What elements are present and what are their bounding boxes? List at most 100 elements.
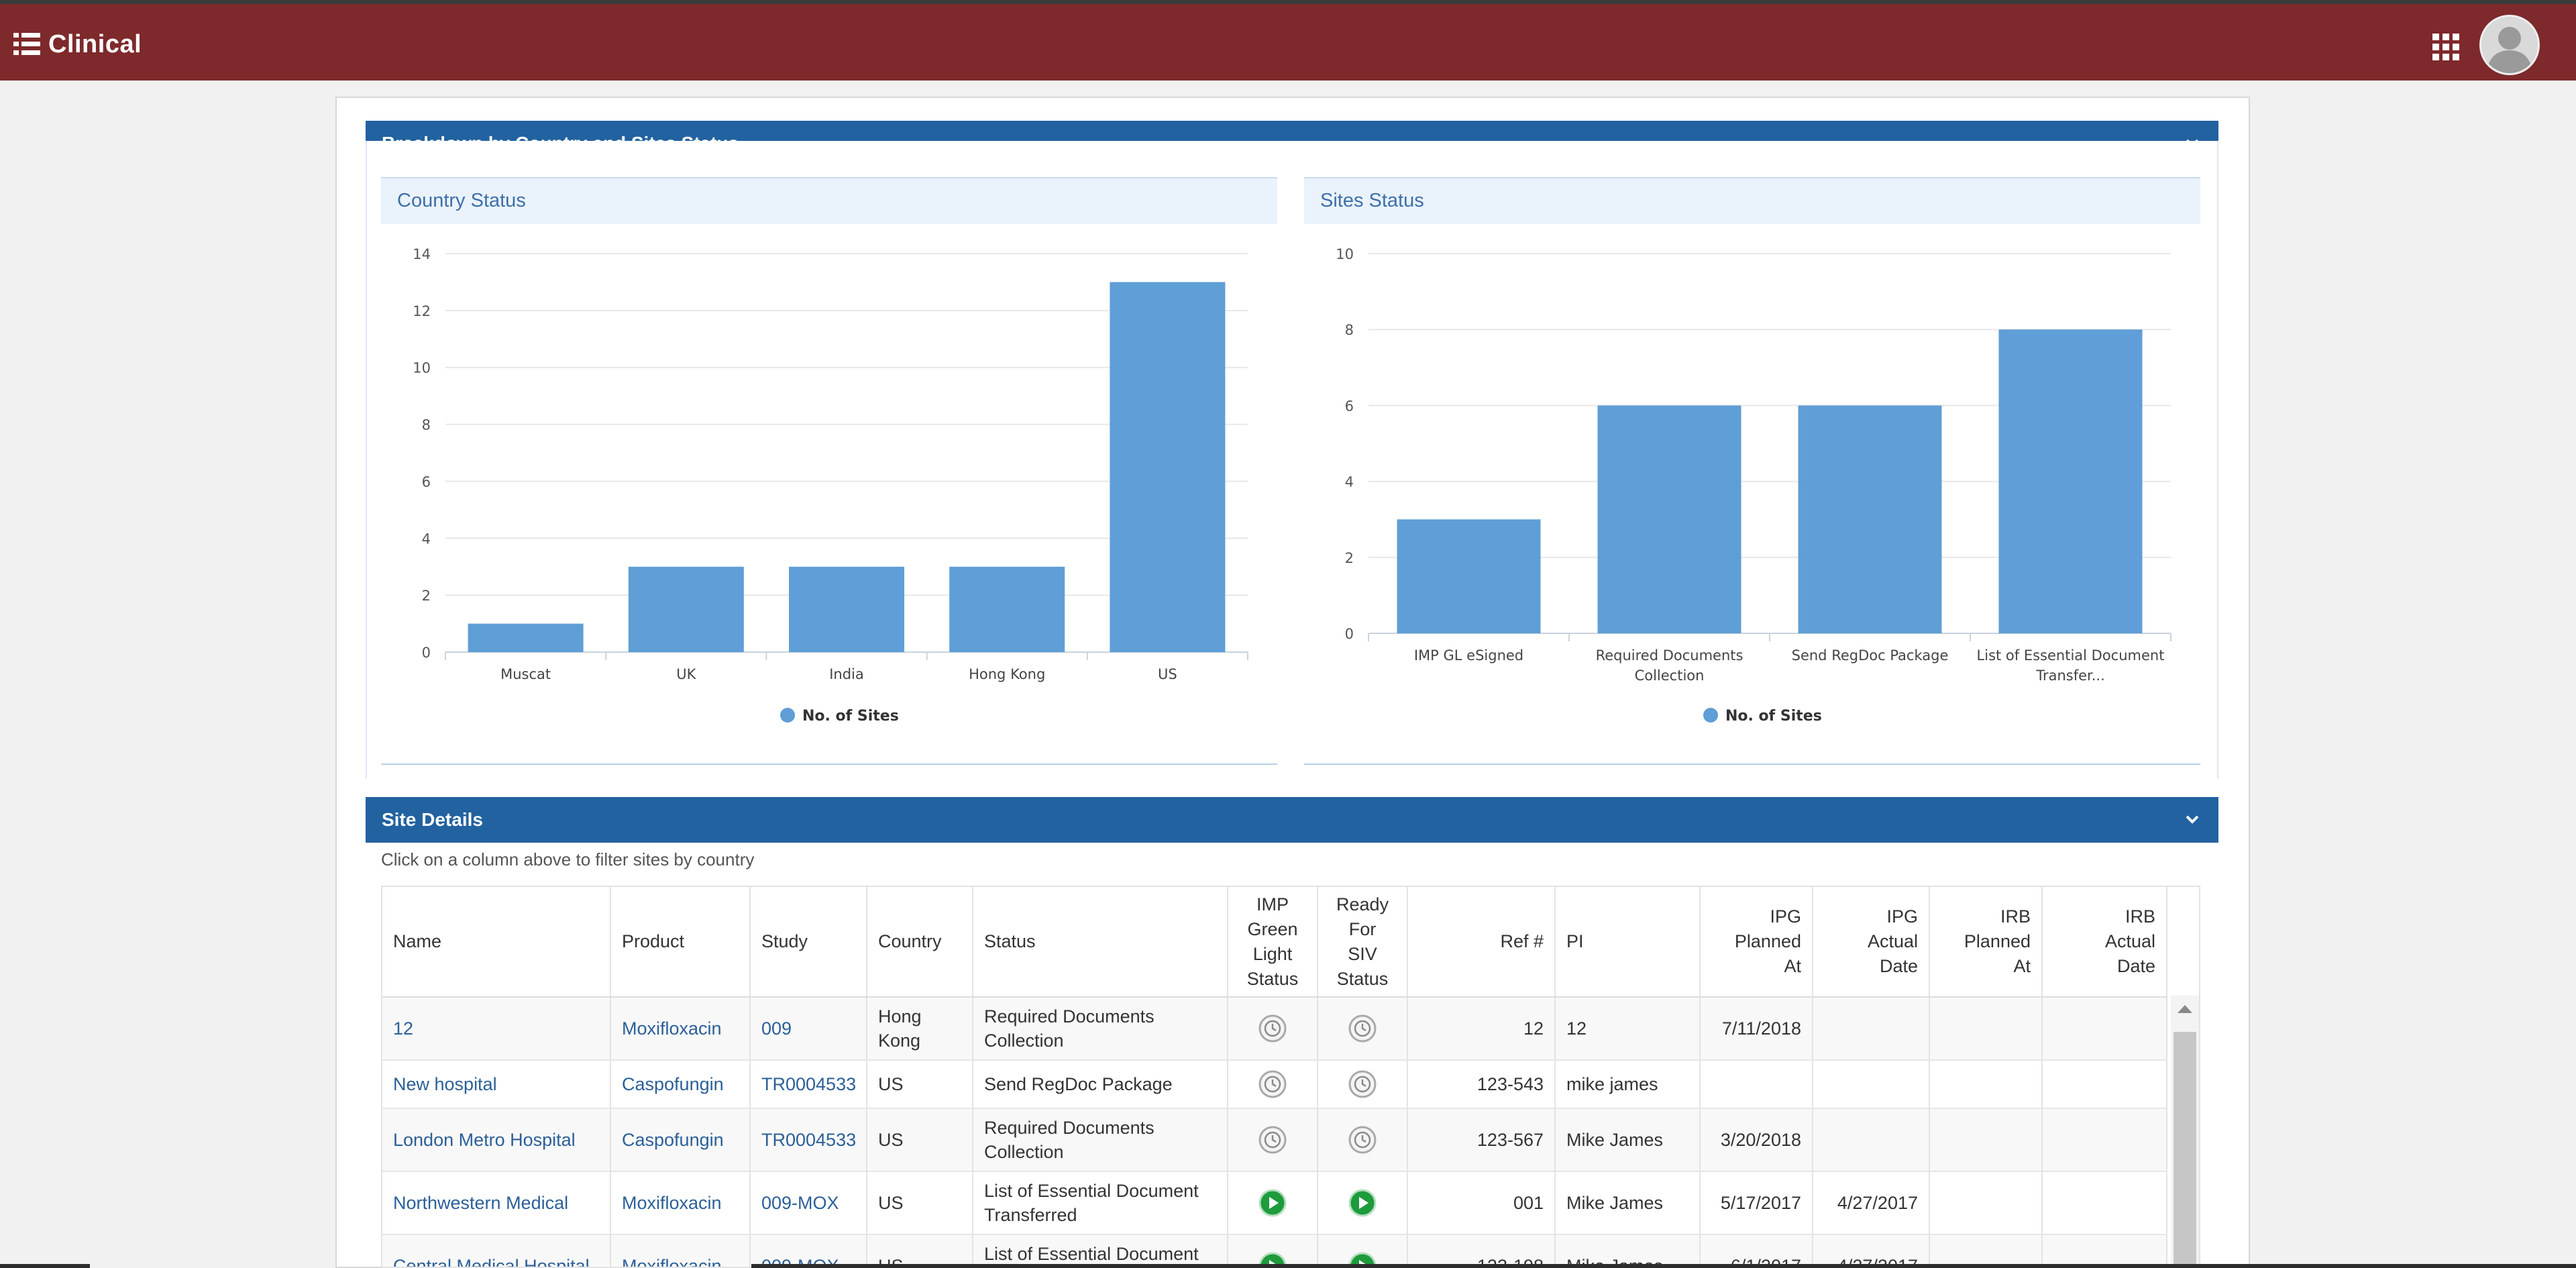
study-link[interactable]: 009: [761, 1018, 792, 1039]
scroll-thumb[interactable]: [2174, 1032, 2196, 1268]
y-tick-label: 0: [1345, 626, 1354, 642]
table-cell: 001: [1407, 1171, 1556, 1235]
column-header-label: Actual: [2104, 931, 2155, 951]
play-status-icon[interactable]: [1348, 1189, 1377, 1217]
column-header[interactable]: Ref #: [1407, 887, 1556, 998]
pi-cell: Mike James: [1566, 1130, 1664, 1150]
chart-bar[interactable]: [628, 566, 744, 652]
table-cell: Northwestern Medical: [382, 1171, 611, 1235]
chart-bar[interactable]: [1998, 329, 2143, 633]
legend-marker[interactable]: [1703, 708, 1718, 723]
table-cell: [1318, 1234, 1408, 1267]
site-name-link[interactable]: Central Medical Hospital: [393, 1256, 590, 1268]
top-bar: Clinical: [0, 0, 2576, 81]
column-header-label: IPG: [1886, 906, 1918, 927]
column-header[interactable]: IRB Planned At: [1929, 887, 2043, 998]
table-cell: 4/27/2017: [1813, 1234, 1930, 1267]
site-details-table: Name Product Study Country Status IMP Green Lig…: [381, 886, 2200, 1268]
table-row[interactable]: 12 Moxifloxacin 009 Hong Kong Required Docum…: [382, 997, 2167, 1061]
column-header-label: Date: [2116, 956, 2155, 976]
product-link[interactable]: Moxifloxacin: [622, 1193, 722, 1213]
legend-label[interactable]: No. of Sites: [802, 708, 899, 725]
list-icon[interactable]: [13, 33, 40, 56]
chart-bar[interactable]: [1597, 405, 1741, 633]
clock-status-icon[interactable]: [1348, 1126, 1377, 1154]
column-header[interactable]: PI: [1555, 887, 1701, 998]
site-details-header[interactable]: Site Details: [366, 797, 2218, 843]
column-header[interactable]: IPG Planned At: [1700, 887, 1813, 998]
y-tick-label: 10: [413, 360, 431, 376]
table-row[interactable]: New hospital Caspofungin TR0004533 US Send R…: [382, 1060, 2167, 1109]
scroll-up-icon[interactable]: [2178, 1005, 2192, 1013]
user-avatar-icon[interactable]: [2479, 15, 2540, 75]
product-link[interactable]: Moxifloxacin: [622, 1256, 722, 1268]
chart-bar[interactable]: [1110, 282, 1226, 652]
clock-status-icon[interactable]: [1258, 1126, 1287, 1154]
y-tick-label: 6: [1345, 398, 1354, 414]
column-header[interactable]: Name: [382, 887, 611, 998]
chart-bar[interactable]: [949, 566, 1065, 652]
table-cell: [1700, 1060, 1813, 1109]
study-link[interactable]: TR0004533: [761, 1130, 857, 1150]
site-name-link[interactable]: London Metro Hospital: [393, 1130, 576, 1150]
legend-label[interactable]: No. of Sites: [1725, 708, 1822, 725]
table-cell: Mike James: [1555, 1171, 1701, 1235]
play-status-icon[interactable]: [1258, 1189, 1287, 1217]
column-header[interactable]: IRB Actual Date: [2042, 887, 2167, 998]
study-link[interactable]: TR0004533: [761, 1074, 857, 1094]
clock-status-icon[interactable]: [1348, 1014, 1377, 1043]
table-cell: [1929, 1060, 2043, 1109]
column-header[interactable]: IMP Green Light Status: [1228, 887, 1318, 998]
table-cell: Mike James: [1555, 1108, 1701, 1172]
table-cell: Hong Kong: [867, 997, 973, 1061]
country-status-title: Country Status: [381, 177, 1277, 224]
chevron-down-icon[interactable]: [2184, 810, 2201, 828]
column-header-label: Ready: [1336, 894, 1389, 914]
clock-status-icon[interactable]: [1258, 1014, 1287, 1043]
study-link[interactable]: 009-MOX: [761, 1193, 839, 1213]
column-header[interactable]: IPG Actual Date: [1813, 887, 1930, 998]
column-header-label: At: [2013, 956, 2031, 976]
column-header-label: Name: [393, 931, 442, 951]
table-row[interactable]: Central Medical Hospital Moxifloxacin 009-…: [382, 1234, 2167, 1268]
column-header-label: Planned: [1964, 931, 2031, 951]
table-row[interactable]: London Metro Hospital Caspofungin TR000453…: [382, 1108, 2167, 1172]
table-cell: [2042, 997, 2167, 1061]
table-cell: Send RegDoc Package: [973, 1060, 1228, 1109]
site-name-link[interactable]: New hospital: [393, 1074, 497, 1094]
panel-divider: [381, 763, 1277, 765]
table-row[interactable]: Northwestern Medical Moxifloxacin 009-MOX U…: [382, 1171, 2167, 1235]
clock-status-icon[interactable]: [1258, 1070, 1287, 1098]
column-header[interactable]: Status: [973, 887, 1228, 998]
x-tick-label: Muscat: [500, 666, 551, 682]
column-header[interactable]: Country: [867, 887, 973, 998]
table-cell: 7/11/2018: [1700, 997, 1813, 1061]
table-scrollbar[interactable]: [2171, 996, 2199, 1268]
column-header[interactable]: Product: [610, 887, 751, 998]
column-header[interactable]: Ready For SIV Status: [1318, 887, 1408, 998]
site-name-link[interactable]: 12: [393, 1018, 414, 1039]
chart-bar[interactable]: [1397, 519, 1541, 633]
sites-status-chart[interactable]: 0 2 4 6 8 10 IMP GL eSigned Required Documents C…: [1304, 225, 2200, 735]
ipg-planned-cell: 5/17/2017: [1720, 1193, 1801, 1213]
app-brand[interactable]: Clinical: [13, 25, 142, 63]
table-cell: mike james: [1555, 1060, 1701, 1109]
product-link[interactable]: Moxifloxacin: [622, 1018, 722, 1039]
table-cell: [2042, 1108, 2167, 1172]
chart-bar[interactable]: [1798, 405, 1942, 633]
clock-status-icon[interactable]: [1348, 1070, 1377, 1098]
product-link[interactable]: Caspofungin: [622, 1074, 724, 1094]
legend-marker[interactable]: [780, 708, 795, 723]
product-link[interactable]: Caspofungin: [622, 1130, 724, 1150]
chart-bar[interactable]: [468, 623, 584, 652]
grid-icon[interactable]: [2432, 34, 2459, 60]
chart-bar[interactable]: [789, 566, 904, 652]
table-cell: [1813, 1060, 1930, 1109]
table-cell: Caspofungin: [610, 1108, 751, 1172]
y-tick-label: 10: [1336, 246, 1354, 262]
column-header-label: Status: [984, 931, 1036, 951]
site-name-link[interactable]: Northwestern Medical: [393, 1193, 569, 1213]
column-header[interactable]: Study: [750, 887, 867, 998]
column-header-label: Light: [1252, 943, 1293, 964]
country-status-chart[interactable]: 0 2 4 6 8 10 12 14 Muscat UK India Hong Kong US No. o…: [381, 225, 1277, 735]
